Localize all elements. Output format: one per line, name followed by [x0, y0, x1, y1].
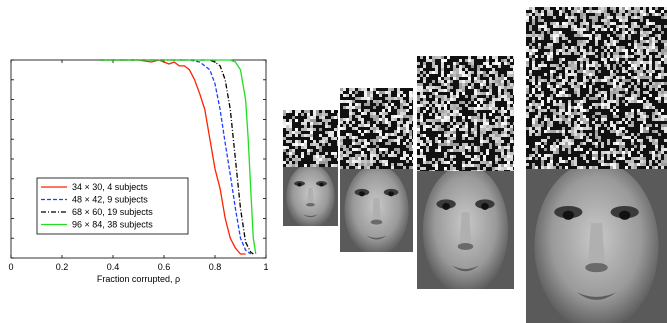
noise-pattern	[526, 7, 667, 169]
legend: 34 × 30, 4 subjects 48 × 42, 9 subjects 68…	[36, 177, 189, 235]
noise-pattern	[283, 110, 338, 167]
legend-label-1: 34 × 30, 4 subjects	[72, 182, 148, 192]
noise-pattern	[340, 88, 413, 169]
x-tick-label: 0.4	[107, 262, 120, 272]
x-tick-label: 0.8	[209, 262, 222, 272]
face-image	[417, 171, 514, 289]
face-thumbnail-4	[526, 7, 667, 323]
face-image	[526, 169, 667, 323]
x-tick-label: 0.2	[56, 262, 69, 272]
plot-area: 0 0.2 0.4 0.6 0.8 1 Fraction corrupted, ρ	[8, 59, 269, 284]
legend-label-2: 48 × 42, 9 subjects	[72, 195, 148, 205]
face-thumbnail-3	[417, 56, 514, 289]
face-image	[340, 169, 413, 252]
series-line-1	[100, 59, 246, 255]
series-line-3	[100, 59, 254, 255]
x-axis-label: Fraction corrupted, ρ	[97, 274, 180, 284]
series-line-4	[100, 59, 257, 255]
face-thumbnail-2	[340, 88, 413, 252]
recognition-rate-chart: 0 0.2 0.4 0.6 0.8 1 Fraction corrupted, ρ 34 ×…	[8, 59, 269, 284]
x-tick-label: 1	[263, 262, 268, 272]
face-image	[283, 167, 338, 226]
x-tick-label: 0.6	[158, 262, 171, 272]
face-thumbnail-1	[283, 110, 338, 226]
legend-label-4: 96 × 84, 38 subjects	[72, 220, 153, 230]
noise-pattern	[417, 56, 514, 171]
legend-label-3: 68 × 60, 19 subjects	[72, 207, 153, 217]
x-tick-label: 0	[8, 262, 13, 272]
